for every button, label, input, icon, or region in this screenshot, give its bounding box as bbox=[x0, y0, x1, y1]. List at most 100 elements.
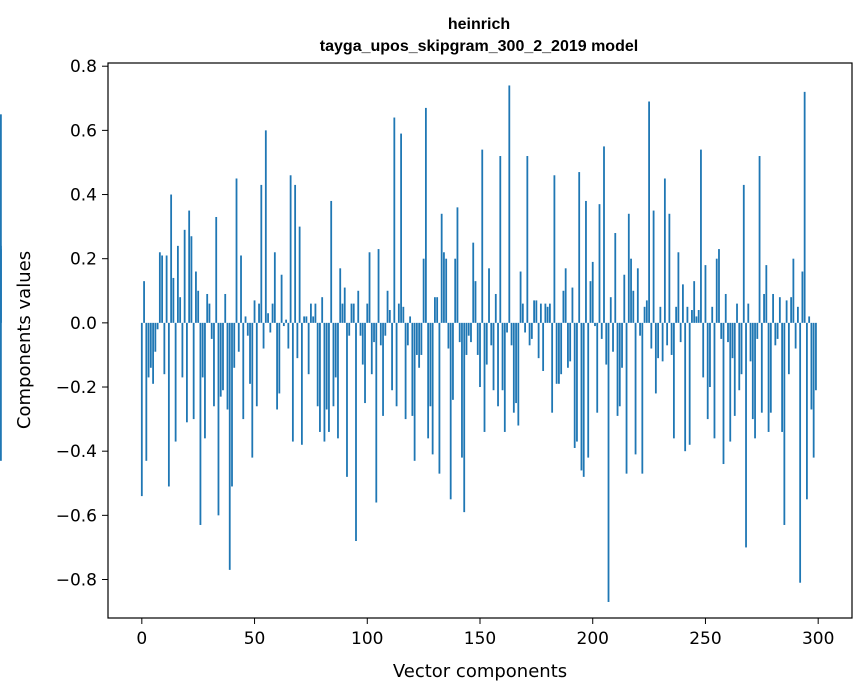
bar-171 bbox=[526, 156, 529, 323]
bar-147 bbox=[472, 242, 475, 323]
bar-11 bbox=[165, 255, 168, 323]
bar-53 bbox=[260, 184, 263, 323]
bar-263 bbox=[733, 322, 736, 416]
bar-219 bbox=[634, 322, 637, 455]
bar-156 bbox=[492, 322, 495, 391]
bar-262 bbox=[731, 322, 734, 359]
bar-241 bbox=[684, 322, 687, 452]
bar-251 bbox=[706, 322, 709, 420]
bar-72 bbox=[303, 316, 306, 323]
bar-155 bbox=[490, 322, 493, 346]
bar-116 bbox=[402, 306, 405, 323]
bar-244 bbox=[691, 310, 693, 323]
bar-257 bbox=[720, 322, 723, 339]
bar-179 bbox=[544, 303, 547, 323]
bar-112 bbox=[393, 117, 396, 323]
bar-97 bbox=[359, 322, 362, 336]
bar-5 bbox=[152, 322, 154, 384]
bar-298 bbox=[812, 322, 815, 458]
bar-137 bbox=[449, 322, 452, 500]
bar-188 bbox=[564, 268, 567, 323]
bar-58 bbox=[271, 303, 274, 323]
bar-117 bbox=[404, 322, 407, 420]
bar-275 bbox=[760, 322, 763, 413]
bar-33 bbox=[215, 216, 218, 323]
bar-136 bbox=[447, 322, 450, 349]
bar-106 bbox=[379, 322, 382, 346]
plot-frame bbox=[107, 62, 853, 619]
bar-23 bbox=[192, 322, 195, 420]
bar-7 bbox=[156, 322, 159, 330]
bar-282 bbox=[776, 322, 779, 339]
bar-198 bbox=[587, 322, 590, 458]
bar-143 bbox=[463, 322, 466, 513]
bar-3 bbox=[147, 322, 150, 378]
bar-177 bbox=[539, 303, 542, 323]
bar-276 bbox=[763, 293, 765, 323]
bar-undefined bbox=[0, 322, 2, 461]
bar-20 bbox=[186, 322, 188, 423]
bar-230 bbox=[659, 306, 662, 323]
bar-61 bbox=[278, 322, 281, 394]
bar-297 bbox=[810, 322, 813, 410]
bar-206 bbox=[605, 322, 608, 365]
bar-212 bbox=[618, 322, 621, 407]
bar-152 bbox=[483, 322, 486, 432]
bar-93 bbox=[350, 303, 353, 323]
bar-6 bbox=[154, 322, 157, 352]
bar-194 bbox=[578, 172, 581, 323]
bar-45 bbox=[242, 322, 245, 420]
bar-199 bbox=[589, 281, 592, 323]
bar-200 bbox=[591, 261, 594, 323]
bar-267 bbox=[742, 184, 745, 323]
bar-42 bbox=[235, 178, 238, 323]
bar-161 bbox=[503, 322, 506, 432]
bar-24 bbox=[195, 271, 197, 323]
bar-293 bbox=[801, 271, 804, 323]
x-tick-label: 250 bbox=[689, 629, 721, 649]
bar-180 bbox=[546, 306, 549, 323]
bar-260 bbox=[727, 322, 729, 343]
bar-13 bbox=[170, 194, 173, 323]
bar-174 bbox=[533, 300, 536, 323]
bar-2 bbox=[145, 322, 148, 461]
bar-84 bbox=[330, 200, 333, 323]
y-tick-label: −0.2 bbox=[56, 378, 97, 398]
x-axis-ticks: 0 50 100 150 200 250 300 bbox=[136, 618, 834, 649]
bar-229 bbox=[657, 322, 660, 359]
bar-148 bbox=[474, 281, 477, 323]
bar-236 bbox=[672, 322, 675, 439]
bar-261 bbox=[729, 322, 732, 442]
bar-125 bbox=[422, 258, 425, 323]
bar-233 bbox=[666, 322, 669, 346]
bar-135 bbox=[445, 258, 448, 323]
bar-157 bbox=[494, 293, 497, 323]
bar-132 bbox=[438, 322, 441, 474]
bar-undefined bbox=[0, 245, 2, 323]
bar-56 bbox=[267, 313, 269, 323]
bar-105 bbox=[377, 249, 380, 323]
bar-50 bbox=[253, 300, 256, 323]
bar-0 bbox=[140, 322, 143, 497]
bar-246 bbox=[695, 316, 698, 323]
bar-113 bbox=[395, 322, 398, 407]
bar-79 bbox=[319, 322, 321, 432]
bar-150 bbox=[479, 322, 481, 388]
bar-1 bbox=[143, 281, 145, 323]
chart-title: heinrich bbox=[448, 16, 510, 33]
bar-208 bbox=[609, 297, 612, 323]
bar-235 bbox=[670, 322, 673, 355]
bar-120 bbox=[411, 322, 414, 416]
bar-14 bbox=[172, 277, 175, 323]
bar-104 bbox=[375, 322, 378, 503]
bar-209 bbox=[612, 322, 614, 352]
bar-4 bbox=[149, 322, 152, 368]
bar-268 bbox=[745, 322, 747, 548]
y-tick-label: −0.8 bbox=[56, 571, 97, 591]
bar-258 bbox=[722, 322, 725, 465]
bar-222 bbox=[641, 322, 644, 474]
bar-168 bbox=[519, 271, 522, 323]
bar-278 bbox=[767, 322, 770, 432]
y-tick-label: −0.4 bbox=[56, 442, 97, 462]
bar-295 bbox=[806, 322, 808, 500]
